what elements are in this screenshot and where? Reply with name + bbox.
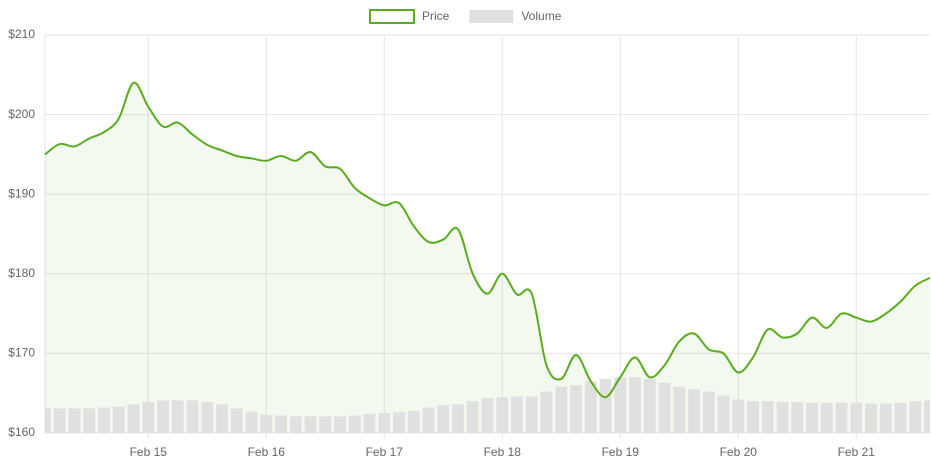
volume-bar (570, 385, 582, 433)
volume-bar (98, 407, 110, 433)
volume-bar (142, 401, 155, 433)
volume-bar (378, 413, 391, 433)
y-tick-label: $190 (8, 186, 35, 200)
y-tick-label: $210 (8, 27, 35, 41)
volume-bar (894, 402, 907, 433)
volume-bar (629, 377, 641, 433)
volume-bar (289, 416, 302, 433)
price-area (45, 82, 930, 433)
volume-bar (599, 378, 612, 433)
volume-bar (407, 410, 420, 433)
legend-label: Price (422, 9, 450, 23)
x-tick-label: Feb 20 (720, 445, 758, 459)
volume-bar (511, 396, 523, 433)
volume-bar (643, 378, 656, 433)
volume-bar (201, 401, 214, 433)
volume-bar (732, 399, 745, 433)
x-tick-label: Feb 18 (484, 445, 522, 459)
volume-bar (584, 381, 597, 433)
volume-bar (820, 402, 833, 433)
volume-bar (614, 377, 627, 433)
volume-bar (68, 408, 81, 433)
y-tick-label: $170 (8, 346, 35, 360)
volume-bar (879, 403, 892, 433)
volume-bar (112, 406, 125, 433)
volume-bar (216, 404, 228, 433)
volume-bar (791, 401, 804, 433)
y-tick-label: $180 (8, 266, 35, 280)
volume-bar (481, 397, 494, 433)
legend-swatch (369, 9, 415, 24)
volume-bar (555, 386, 568, 433)
x-tick-label: Feb 17 (366, 445, 404, 459)
volume-bar (45, 408, 51, 433)
volume-bar (496, 397, 509, 433)
legend-swatch (469, 10, 514, 23)
volume-bar (702, 391, 715, 433)
volume-bar (673, 386, 686, 433)
volume-bar (260, 414, 273, 433)
volume-bar (83, 408, 96, 433)
volume-bar (924, 400, 930, 433)
y-tick-label: $160 (8, 425, 35, 439)
volume-bar (835, 402, 848, 433)
volume-bar (127, 404, 140, 433)
volume-bar (466, 401, 479, 433)
volume-bar (525, 396, 538, 433)
volume-bar (717, 395, 730, 433)
volume-bar (452, 404, 464, 433)
volume-bar (53, 408, 66, 433)
volume-bar (688, 389, 700, 433)
volume-bar (230, 408, 243, 433)
volume-bar (658, 382, 671, 433)
volume-bar (348, 415, 361, 433)
volume-bar (304, 416, 317, 433)
volume-bar (776, 401, 789, 433)
volume-bar (157, 400, 169, 433)
volume-bar (909, 401, 922, 433)
volume-bar (186, 400, 199, 433)
y-tick-label: $200 (8, 107, 35, 121)
price-line (44, 81, 931, 399)
volume-bar (334, 416, 346, 433)
volume-bar (275, 415, 287, 433)
volume-bar (393, 412, 405, 433)
x-tick-label: Feb 16 (248, 445, 286, 459)
volume-bar (245, 411, 258, 433)
volume-bar (540, 391, 553, 433)
x-tick-label: Feb 15 (130, 445, 168, 459)
volume-bar (319, 416, 332, 433)
x-tick-label: Feb 21 (838, 445, 876, 459)
volume-bar (806, 402, 818, 433)
volume-bar (422, 407, 435, 433)
legend-label: Volume (521, 9, 561, 23)
volume-bar (761, 401, 774, 433)
volume-bar (865, 403, 877, 433)
volume-bar (171, 400, 184, 433)
x-tick-label: Feb 19 (602, 445, 640, 459)
volume-bar (850, 402, 863, 433)
volume-bar (747, 401, 759, 433)
volume-bar (437, 405, 450, 433)
volume-bar (363, 413, 376, 433)
